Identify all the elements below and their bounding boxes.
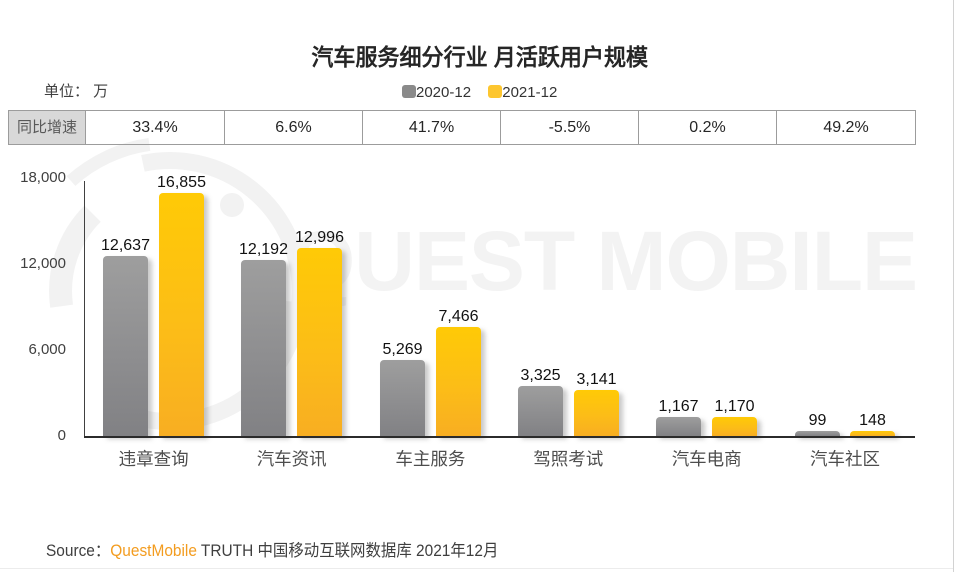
svg-text:QUEST MOBILE: QUEST MOBILE bbox=[290, 214, 918, 308]
